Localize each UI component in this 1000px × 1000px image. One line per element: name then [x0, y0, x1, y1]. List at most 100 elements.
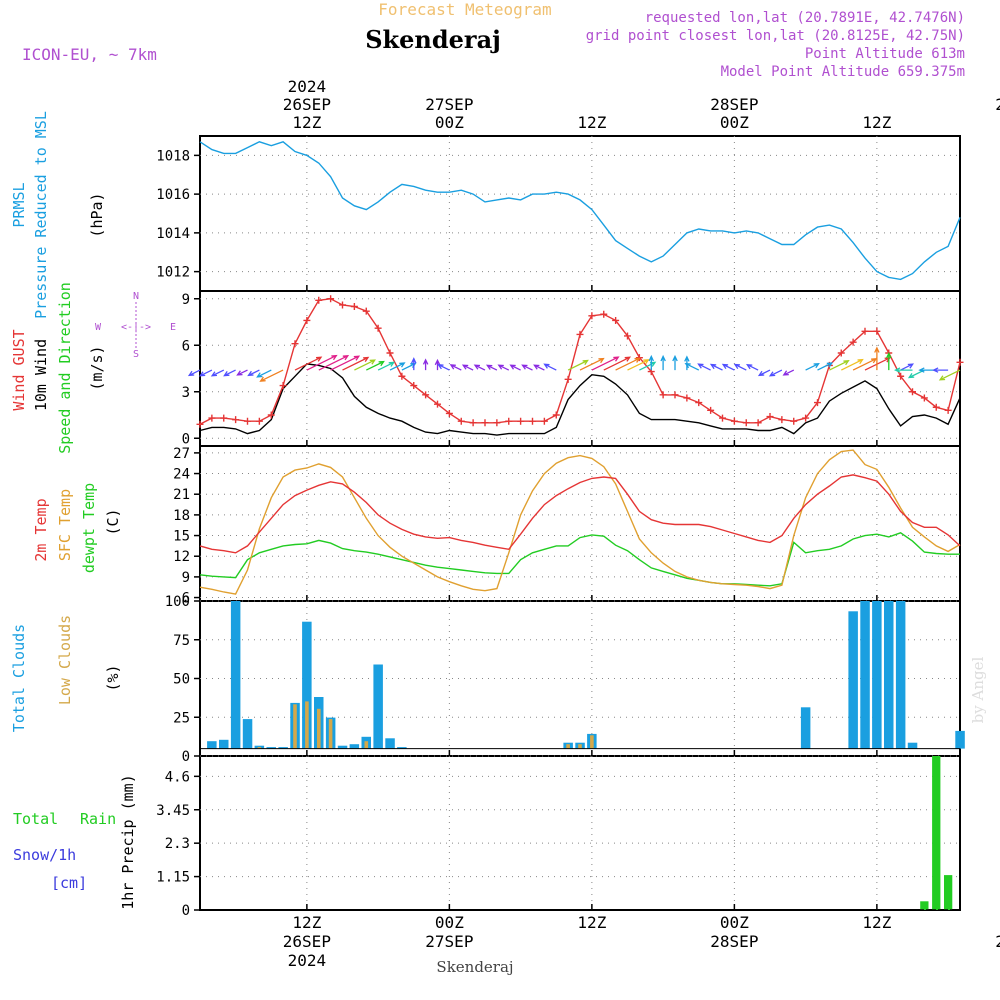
- wind-arrow: [437, 363, 450, 371]
- temp2m-line: [199, 474, 961, 554]
- compass-rose: N S W E <-|->: [95, 291, 176, 360]
- gust-marker: [303, 316, 311, 324]
- wind-arrow: [330, 355, 361, 371]
- y-tick-label: 0: [182, 903, 190, 919]
- low-cloud-bar: [305, 701, 309, 749]
- wind-arrow: [509, 364, 521, 371]
- gust-marker: [505, 417, 513, 425]
- model-altitude: Model Point Altitude 659.375m: [721, 64, 965, 80]
- gust-marker: [244, 417, 251, 425]
- top-hour-label: 12Z: [577, 113, 606, 132]
- total-label: Total: [13, 810, 58, 828]
- wind-arrow: [874, 346, 880, 371]
- gust-marker: [374, 324, 382, 332]
- gust-marker: [766, 413, 774, 421]
- wind-arrow: [660, 354, 666, 371]
- top-hour-label: 12Z: [292, 113, 321, 132]
- gust-marker: [944, 406, 952, 414]
- gust-marker: [671, 391, 679, 399]
- gust-marker: [624, 332, 631, 340]
- gust-marker: [920, 394, 928, 402]
- low-cloud-bar: [590, 735, 594, 749]
- snow-label: Snow/1h: [13, 846, 76, 864]
- gust-marker: [552, 411, 560, 419]
- low-cloud-bar: [328, 719, 333, 749]
- total-cloud-bar: [242, 719, 253, 749]
- low-cloud-bar: [364, 741, 369, 749]
- gust-marker: [861, 327, 869, 335]
- wind-arrow: [757, 369, 771, 377]
- gust-marker: [790, 417, 798, 425]
- wind-arrow: [721, 363, 735, 371]
- gust-marker: [659, 391, 667, 399]
- total-cloud-bar: [349, 744, 360, 749]
- wind-arrow: [473, 364, 486, 371]
- rain-bar: [944, 875, 953, 910]
- y-tick-label: 1018: [156, 148, 190, 164]
- wind-arrow: [684, 362, 700, 371]
- gust-marker: [267, 411, 275, 419]
- temp-panel: [199, 445, 961, 602]
- low-cloud-bar: [257, 747, 262, 749]
- panel-frames: [199, 135, 961, 911]
- wind-arrow: [411, 357, 417, 371]
- top-date-label: 28SEP: [710, 95, 758, 114]
- y-tick-label: 18: [173, 508, 190, 524]
- gust-marker: [220, 414, 228, 422]
- low-cloud-bar: [578, 744, 582, 749]
- wind-arrow: [672, 354, 678, 371]
- y-tick-label: 1012: [156, 265, 190, 281]
- gust-marker: [327, 295, 335, 303]
- compass-s: S: [133, 349, 139, 360]
- y-tick-label: 15: [173, 529, 190, 545]
- wind-arrow: [256, 369, 272, 378]
- wind-arrow: [697, 363, 711, 371]
- gust-marker: [315, 296, 323, 304]
- wind-arrow: [886, 351, 892, 371]
- gust-marker: [540, 417, 548, 425]
- wind-arrow: [627, 359, 650, 371]
- total-clouds-label: Total Clouds: [10, 624, 28, 732]
- wind-arrow: [603, 356, 632, 371]
- precip-panel: [199, 755, 961, 911]
- wind-arrow: [938, 369, 961, 381]
- gust-marker: [410, 382, 418, 390]
- top-hour-label: 12Z: [862, 113, 891, 132]
- wind-arrow: [389, 362, 406, 371]
- pressure-label: Pressure Reduced to MSL: [32, 111, 50, 319]
- total-cloud-bar: [907, 742, 918, 749]
- wind-arrow: [354, 359, 376, 371]
- low-cloud-bar: [566, 744, 570, 749]
- y-tick-label: 0: [182, 431, 190, 447]
- gust-marker: [612, 316, 620, 324]
- wind-arrow: [434, 358, 441, 371]
- y-tick-label: 3: [182, 385, 190, 401]
- total-cloud-bar: [219, 739, 229, 749]
- dewpt-label: dewpt Temp: [80, 483, 98, 573]
- total-cloud-bar: [385, 738, 395, 749]
- rain-bar: [932, 756, 941, 910]
- gust-marker: [932, 403, 940, 411]
- wind-arrows: [187, 346, 961, 382]
- gust-marker: [434, 400, 441, 408]
- wind-arrow: [746, 363, 759, 371]
- gust-marker: [445, 409, 453, 417]
- wind-arrow: [829, 359, 850, 371]
- total-cloud-bar: [895, 601, 906, 749]
- wind-arrow: [247, 369, 260, 377]
- bottom-date-label: 26SEP: [283, 932, 331, 951]
- wind-arrow: [841, 358, 864, 371]
- gust-marker: [529, 417, 536, 425]
- wind-arrow: [187, 369, 201, 377]
- y-tick-label: 1016: [156, 187, 190, 203]
- gust-marker: [576, 330, 584, 338]
- wind-arrow: [306, 354, 338, 371]
- gust-marker: [707, 406, 715, 414]
- wind-arrow: [259, 369, 284, 382]
- total-cloud-bar: [302, 621, 312, 749]
- total-cloud-bar: [800, 707, 811, 749]
- y-tick-label: 2.3: [165, 836, 190, 852]
- gust-marker: [362, 307, 370, 315]
- top-date-label: 29SEP: [995, 95, 1000, 114]
- wind-arrow: [223, 369, 236, 377]
